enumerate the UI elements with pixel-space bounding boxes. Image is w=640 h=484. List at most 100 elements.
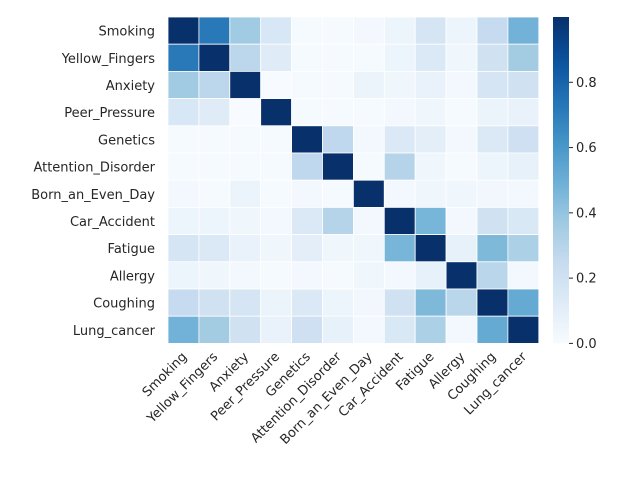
y-tick-label: Coughing [93, 297, 155, 312]
heatmap-cell-Coughing-Fatigue [414, 288, 447, 317]
heatmap-cell-Yellow_Fingers-Genetics [291, 43, 323, 72]
heatmap-cell-Peer_Pressure-Born_an_Even_Day [352, 98, 385, 127]
heatmap-cell-Allergy-Car_Accident [383, 261, 416, 290]
heatmap-cell-Coughing-Born_an_Even_Day [352, 288, 385, 317]
heatmap-cell-Car_Accident-Peer_Pressure [260, 206, 293, 235]
heatmap-cell-Car_Accident-Coughing [476, 206, 509, 235]
heatmap-cell-Attention_Disorder-Attention_Disorder [322, 152, 354, 181]
heatmap-cell-Anxiety-Fatigue [414, 71, 447, 100]
heatmap-cell-Fatigue-Anxiety [229, 234, 262, 263]
heatmap-cell-Lung_cancer-Fatigue [414, 315, 447, 344]
heatmap-cell-Genetics-Fatigue [414, 125, 447, 154]
heatmap-cell-Yellow_Fingers-Fatigue [414, 43, 447, 72]
heatmap-cell-Anxiety-Anxiety [229, 71, 262, 100]
heatmap-cell-Smoking-Car_Accident [383, 16, 416, 45]
heatmap-cell-Peer_Pressure-Attention_Disorder [322, 98, 354, 127]
heatmap-cell-Lung_cancer-Coughing [476, 315, 509, 344]
heatmap-cell-Yellow_Fingers-Peer_Pressure [260, 43, 293, 72]
y-tick-label: Smoking [98, 25, 155, 40]
heatmap-cell-Car_Accident-Attention_Disorder [322, 206, 354, 235]
heatmap-cell-Anxiety-Born_an_Even_Day [352, 71, 385, 100]
heatmap-cell-Allergy-Attention_Disorder [322, 261, 354, 290]
heatmap-cell-Genetics-Genetics [291, 125, 323, 154]
heatmap-cell-Coughing-Attention_Disorder [322, 288, 354, 317]
heatmap-cell-Yellow_Fingers-Attention_Disorder [322, 43, 354, 72]
y-tick-label: Genetics [98, 133, 155, 148]
heatmap-cell-Attention_Disorder-Yellow_Fingers [198, 152, 231, 181]
heatmap-cell-Lung_cancer-Peer_Pressure [260, 315, 293, 344]
heatmap-cell-Coughing-Peer_Pressure [260, 288, 293, 317]
heatmap-cell-Coughing-Allergy [445, 288, 478, 317]
heatmap-cell-Attention_Disorder-Coughing [476, 152, 509, 181]
heatmap-cell-Lung_cancer-Yellow_Fingers [198, 315, 231, 344]
heatmap-cell-Fatigue-Genetics [291, 234, 323, 263]
y-tick-labels: Smoking Yellow_Fingers Anxiety Peer_Pressur… [31, 25, 155, 339]
y-tick-label: Born_an_Even_Day [31, 188, 155, 203]
colorbar-tick-label: 0.6 [576, 141, 597, 156]
heatmap-cell-Car_Accident-Car_Accident [383, 206, 416, 235]
heatmap-cell-Allergy-Allergy [445, 261, 478, 290]
heatmap-cell-Peer_Pressure-Peer_Pressure [260, 98, 293, 127]
heatmap-cell-Smoking-Attention_Disorder [322, 16, 354, 45]
heatmap-cell-Car_Accident-Fatigue [414, 206, 447, 235]
heatmap-cell-Born_an_Even_Day-Smoking [167, 179, 200, 208]
heatmap-cell-Lung_cancer-Attention_Disorder [322, 315, 354, 344]
heatmap-cell-Anxiety-Lung_cancer [507, 71, 540, 100]
heatmap-cell-Smoking-Coughing [476, 16, 509, 45]
heatmap-cell-Coughing-Car_Accident [383, 288, 416, 317]
heatmap-cell-Born_an_Even_Day-Genetics [291, 179, 323, 208]
heatmap-cell-Genetics-Born_an_Even_Day [352, 125, 385, 154]
heatmap-cell-Coughing-Coughing [476, 288, 509, 317]
heatmap-cell-Car_Accident-Smoking [167, 206, 200, 235]
heatmap-cell-Anxiety-Yellow_Fingers [198, 71, 231, 100]
heatmap-cell-Yellow_Fingers-Yellow_Fingers [198, 43, 231, 72]
heatmap-cell-Smoking-Lung_cancer [507, 16, 540, 45]
colorbar-tick-label: 0.8 [576, 76, 597, 91]
heatmap-cell-Fatigue-Peer_Pressure [260, 234, 293, 263]
y-tick-label: Anxiety [106, 79, 156, 94]
heatmap-cell-Born_an_Even_Day-Car_Accident [383, 179, 416, 208]
heatmap-cell-Anxiety-Genetics [291, 71, 323, 100]
heatmap-cell-Smoking-Genetics [291, 16, 323, 45]
y-tick-label: Fatigue [108, 242, 155, 257]
heatmap-cell-Yellow_Fingers-Car_Accident [383, 43, 416, 72]
heatmap-cell-Lung_cancer-Smoking [167, 315, 200, 344]
heatmap-cell-Coughing-Yellow_Fingers [198, 288, 231, 317]
heatmap-cell-Peer_Pressure-Coughing [476, 98, 509, 127]
heatmap-cell-Smoking-Fatigue [414, 16, 447, 45]
heatmap-cell-Peer_Pressure-Smoking [167, 98, 200, 127]
heatmap-cell-Attention_Disorder-Born_an_Even_Day [352, 152, 385, 181]
heatmap-cell-Fatigue-Lung_cancer [507, 234, 540, 263]
heatmap-cell-Allergy-Yellow_Fingers [198, 261, 231, 290]
heatmap-cell-Coughing-Genetics [291, 288, 323, 317]
y-tick-label: Attention_Disorder [33, 161, 155, 176]
heatmap-cell-Allergy-Smoking [167, 261, 200, 290]
heatmap-cell-Smoking-Anxiety [229, 16, 262, 45]
heatmap-cell-Anxiety-Allergy [445, 71, 478, 100]
heatmap-cell-Anxiety-Coughing [476, 71, 509, 100]
heatmap-cell-Coughing-Lung_cancer [507, 288, 540, 317]
heatmap-cell-Genetics-Anxiety [229, 125, 262, 154]
y-tick-label: Car_Accident [70, 215, 155, 230]
heatmap-cell-Fatigue-Car_Accident [383, 234, 416, 263]
heatmap-cell-Attention_Disorder-Genetics [291, 152, 323, 181]
heatmap-cell-Coughing-Smoking [167, 288, 200, 317]
heatmap-cell-Born_an_Even_Day-Allergy [445, 179, 478, 208]
heatmap-cell-Car_Accident-Genetics [291, 206, 323, 235]
heatmap-cell-Allergy-Lung_cancer [507, 261, 540, 290]
colorbar-tick-label: 0.2 [576, 272, 597, 287]
heatmap-cell-Allergy-Peer_Pressure [260, 261, 293, 290]
heatmap-cell-Peer_Pressure-Fatigue [414, 98, 447, 127]
heatmap-cell-Peer_Pressure-Anxiety [229, 98, 262, 127]
heatmap-cell-Yellow_Fingers-Born_an_Even_Day [352, 43, 385, 72]
x-tick-labels: SmokingYellow_FingersAnxietyPeer_Pressur… [140, 349, 531, 448]
heatmap-cell-Genetics-Allergy [445, 125, 478, 154]
y-tick-label: Yellow_Fingers [61, 52, 155, 67]
heatmap-cell-Lung_cancer-Anxiety [229, 315, 262, 344]
heatmap-cell-Genetics-Smoking [167, 125, 200, 154]
y-tick-label: Allergy [110, 269, 155, 284]
heatmap-cell-Lung_cancer-Born_an_Even_Day [352, 315, 385, 344]
heatmap-cell-Attention_Disorder-Fatigue [414, 152, 447, 181]
heatmap-cell-Peer_Pressure-Car_Accident [383, 98, 416, 127]
heatmap-cell-Smoking-Allergy [445, 16, 478, 45]
